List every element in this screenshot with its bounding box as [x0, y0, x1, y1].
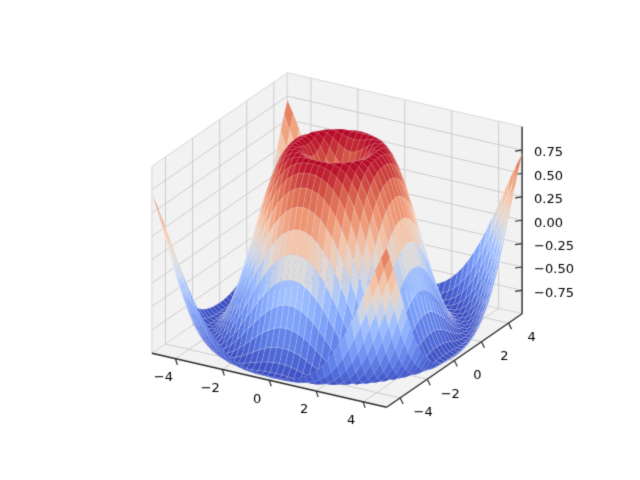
surface-plot-canvas [0, 0, 640, 480]
3d-surface-figure [0, 0, 640, 480]
